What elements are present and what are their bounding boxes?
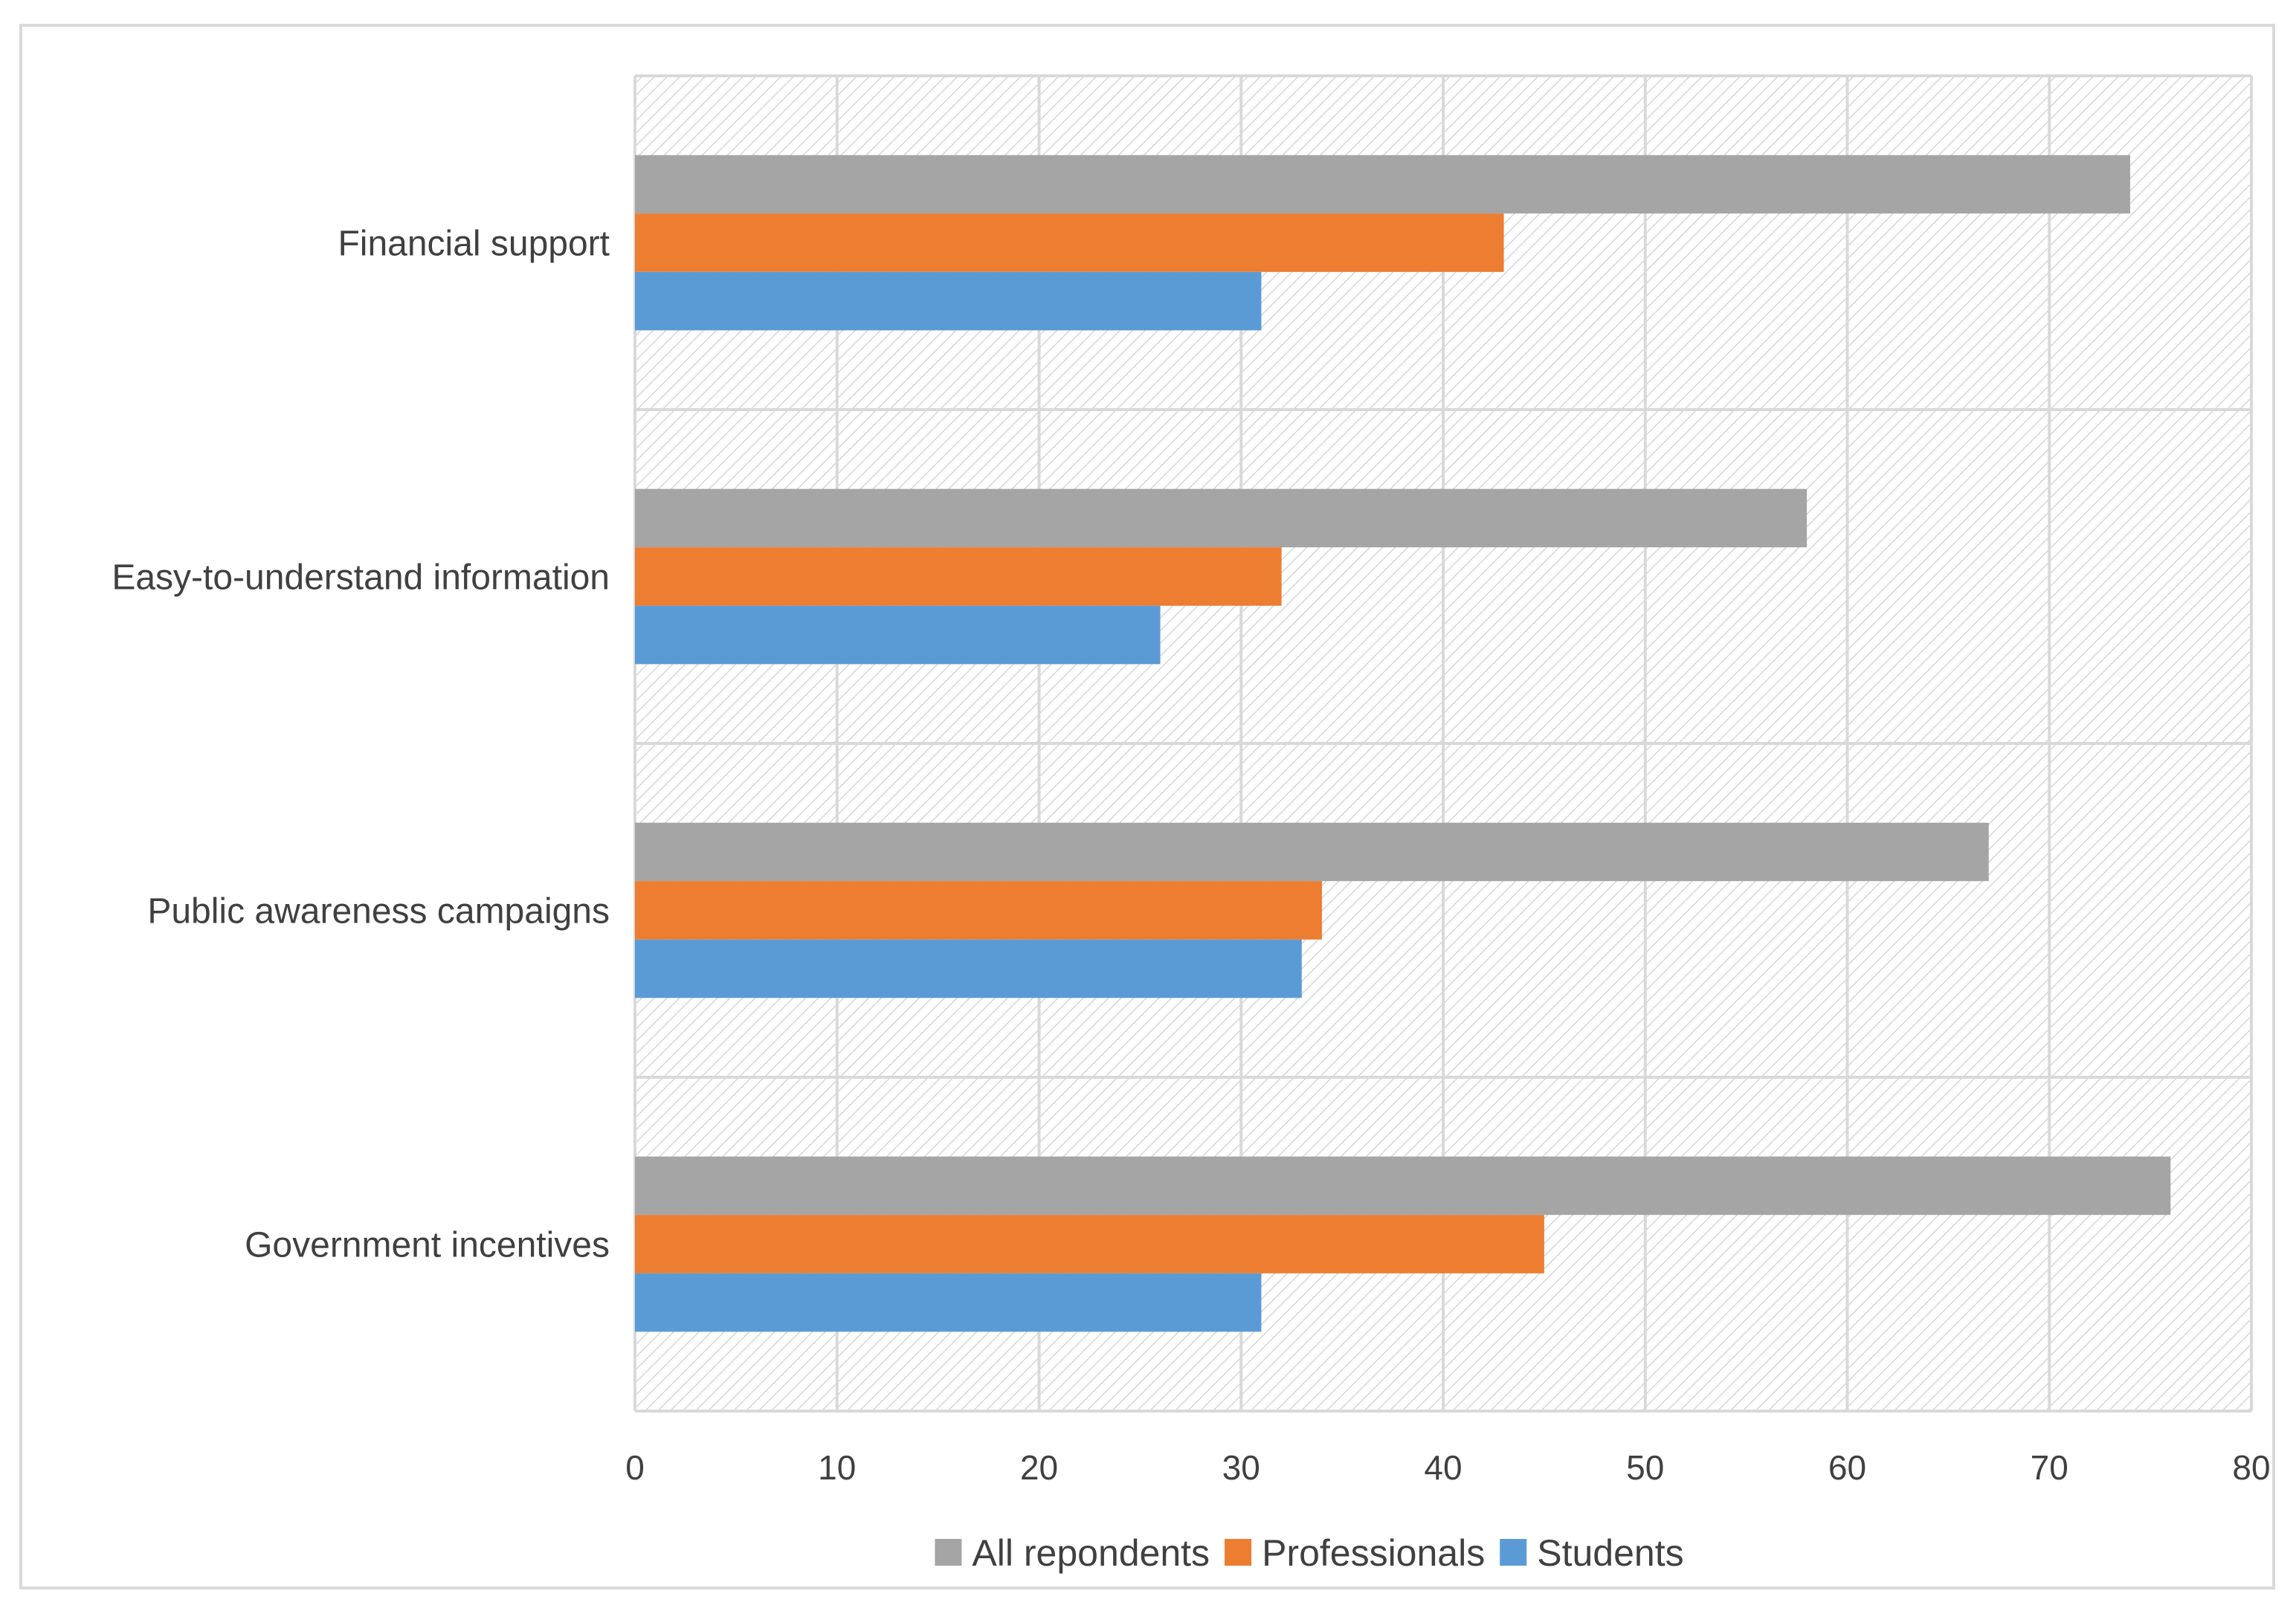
legend: All repondents Professionals Students — [935, 1532, 1684, 1574]
bar-chart: Financial support Easy-to-understand info… — [112, 74, 2271, 1574]
bar-professionals — [635, 881, 1322, 940]
legend-item: All repondents — [935, 1532, 1210, 1574]
bar-all-repondents — [635, 822, 1989, 882]
bars — [635, 155, 2171, 1332]
bar-professionals — [635, 213, 1504, 272]
chart-frame: Financial support Easy-to-understand info… — [19, 24, 2275, 1589]
legend-swatch — [935, 1539, 962, 1566]
bar-students — [635, 271, 1262, 331]
category-label: Public awareness campaigns — [147, 892, 610, 932]
value-axis: 0 10 20 30 40 50 60 70 80 — [625, 1448, 2270, 1487]
bar-students — [635, 939, 1302, 998]
x-tick-label: 60 — [1828, 1448, 1866, 1487]
legend-label: All repondents — [972, 1532, 1210, 1574]
bar-professionals — [635, 1215, 1544, 1274]
category-label: Financial support — [338, 225, 610, 264]
x-tick-label: 70 — [2031, 1448, 2068, 1487]
legend-item: Students — [1500, 1532, 1684, 1574]
x-tick-label: 0 — [625, 1448, 645, 1487]
bar-students — [635, 605, 1161, 665]
bar-professionals — [635, 547, 1282, 606]
x-tick-label: 30 — [1222, 1448, 1260, 1487]
bar-all-repondents — [635, 488, 1808, 548]
legend-swatch — [1225, 1539, 1252, 1566]
bar-all-repondents — [635, 1156, 2171, 1216]
legend-swatch — [1500, 1539, 1527, 1566]
x-tick-label: 50 — [1626, 1448, 1664, 1487]
category-label: Easy-to-understand information — [112, 558, 610, 598]
legend-item: Professionals — [1225, 1532, 1485, 1574]
bar-all-repondents — [635, 155, 2130, 214]
x-tick-label: 10 — [818, 1448, 856, 1487]
category-label: Government incentives — [245, 1226, 610, 1265]
legend-label: Students — [1537, 1532, 1683, 1574]
bar-students — [635, 1273, 1262, 1332]
category-axis: Financial support Easy-to-understand info… — [112, 225, 610, 1265]
x-tick-label: 80 — [2232, 1448, 2270, 1487]
x-tick-label: 20 — [1020, 1448, 1058, 1487]
x-tick-label: 40 — [1424, 1448, 1462, 1487]
legend-label: Professionals — [1262, 1532, 1485, 1574]
